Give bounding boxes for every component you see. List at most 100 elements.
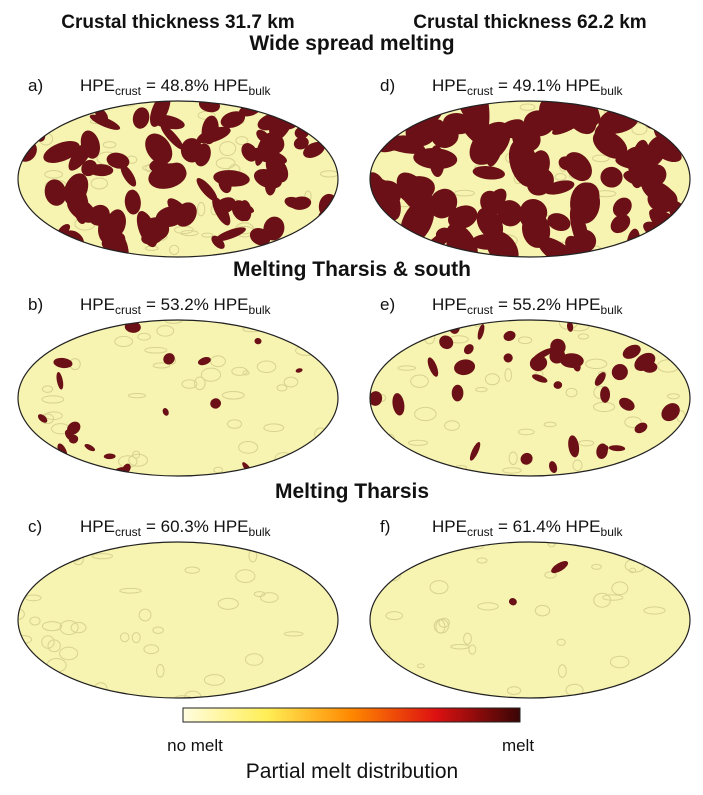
melt-region [53, 453, 61, 464]
melt-region [163, 353, 175, 365]
terrain [235, 136, 249, 146]
row-title: Melting Tharsis & south [233, 258, 471, 281]
terrain [137, 332, 151, 341]
terrain [221, 391, 245, 400]
melt-region [568, 435, 580, 458]
melt-region [56, 372, 64, 390]
melt-region [571, 182, 600, 213]
subscript: crust [115, 303, 142, 317]
terrain [429, 580, 449, 595]
terrain [253, 591, 266, 597]
hpe-formula: HPEcrust = 53.2% HPEbulk [80, 295, 272, 317]
terrain [152, 626, 164, 635]
row-title: Wide spread melting [249, 32, 454, 55]
terrain [615, 544, 639, 551]
terrain [128, 453, 148, 467]
terrain [18, 556, 26, 569]
terrain [654, 448, 670, 454]
melt-region [120, 164, 137, 187]
melt-region [325, 225, 338, 256]
melt-region [664, 238, 690, 257]
terrain [519, 103, 536, 111]
terrain [102, 141, 117, 149]
terrain [319, 170, 338, 178]
terrain [29, 616, 41, 626]
melt-region [323, 213, 338, 234]
melt-region [88, 164, 114, 177]
terrain [217, 597, 239, 610]
terrain [283, 631, 304, 637]
melt-region [486, 230, 519, 257]
melt-region [439, 335, 454, 350]
terrain [585, 358, 608, 370]
terrain [47, 557, 59, 565]
terrain [554, 173, 567, 181]
terrain [203, 674, 226, 686]
terrain [210, 355, 226, 368]
terrain [625, 463, 645, 476]
melt-region [370, 391, 383, 406]
terrain [70, 621, 87, 634]
terrain [370, 648, 391, 664]
melt-region [370, 118, 390, 139]
melt-region [293, 136, 309, 150]
melt-region [162, 408, 169, 416]
terrain [238, 440, 259, 454]
terrain [557, 664, 567, 678]
melt-region [548, 461, 558, 474]
terrain [184, 566, 200, 574]
terrain [649, 112, 665, 124]
melt-region [600, 386, 611, 403]
melt-region [664, 234, 690, 257]
subscript: bulk [601, 303, 624, 317]
melt-region [564, 152, 592, 182]
panel-label: b) [28, 295, 43, 314]
melt-region [396, 172, 434, 215]
melt-region [623, 466, 637, 476]
melt-region [314, 107, 338, 134]
melt-region [381, 102, 395, 120]
terrain [656, 102, 675, 117]
terrain [276, 384, 288, 392]
colorbar-title: Partial melt distribution [246, 760, 458, 783]
melt-region [218, 175, 232, 194]
melt-region [448, 205, 478, 230]
melt-region [215, 227, 246, 242]
terrain [578, 439, 595, 447]
melt-region [477, 324, 485, 340]
hpe-value: = 48.8% HPE [146, 76, 249, 95]
melt-region [103, 453, 116, 460]
terrain [631, 122, 648, 136]
map-base [18, 542, 338, 698]
melt-region [211, 235, 225, 249]
terrain [194, 376, 206, 391]
melt-region [532, 374, 548, 383]
melt-region [601, 445, 609, 453]
terrain [138, 608, 152, 622]
melt-region [622, 344, 641, 359]
terrain [324, 667, 338, 677]
row-title: Melting Tharsis [275, 480, 429, 503]
melt-region [18, 241, 31, 257]
terrain [666, 666, 683, 675]
terrain [506, 686, 522, 695]
melt-region [429, 145, 445, 178]
terrain [90, 177, 109, 190]
terrain [152, 362, 171, 369]
terrain [598, 689, 607, 698]
melt-region [451, 384, 464, 402]
hpe: HPE [80, 295, 115, 314]
panel-label: f) [380, 517, 390, 536]
terrain [259, 320, 278, 332]
terrain [407, 439, 429, 446]
terrain [624, 416, 642, 429]
terrain [651, 226, 673, 239]
subscript: bulk [249, 525, 272, 539]
hpe: HPE [432, 76, 467, 95]
subscript: bulk [601, 525, 624, 539]
melt-region [497, 200, 523, 227]
map-outline [369, 319, 691, 477]
terrain [213, 466, 224, 474]
panel-label: d) [380, 76, 395, 95]
subscript: bulk [249, 84, 272, 98]
